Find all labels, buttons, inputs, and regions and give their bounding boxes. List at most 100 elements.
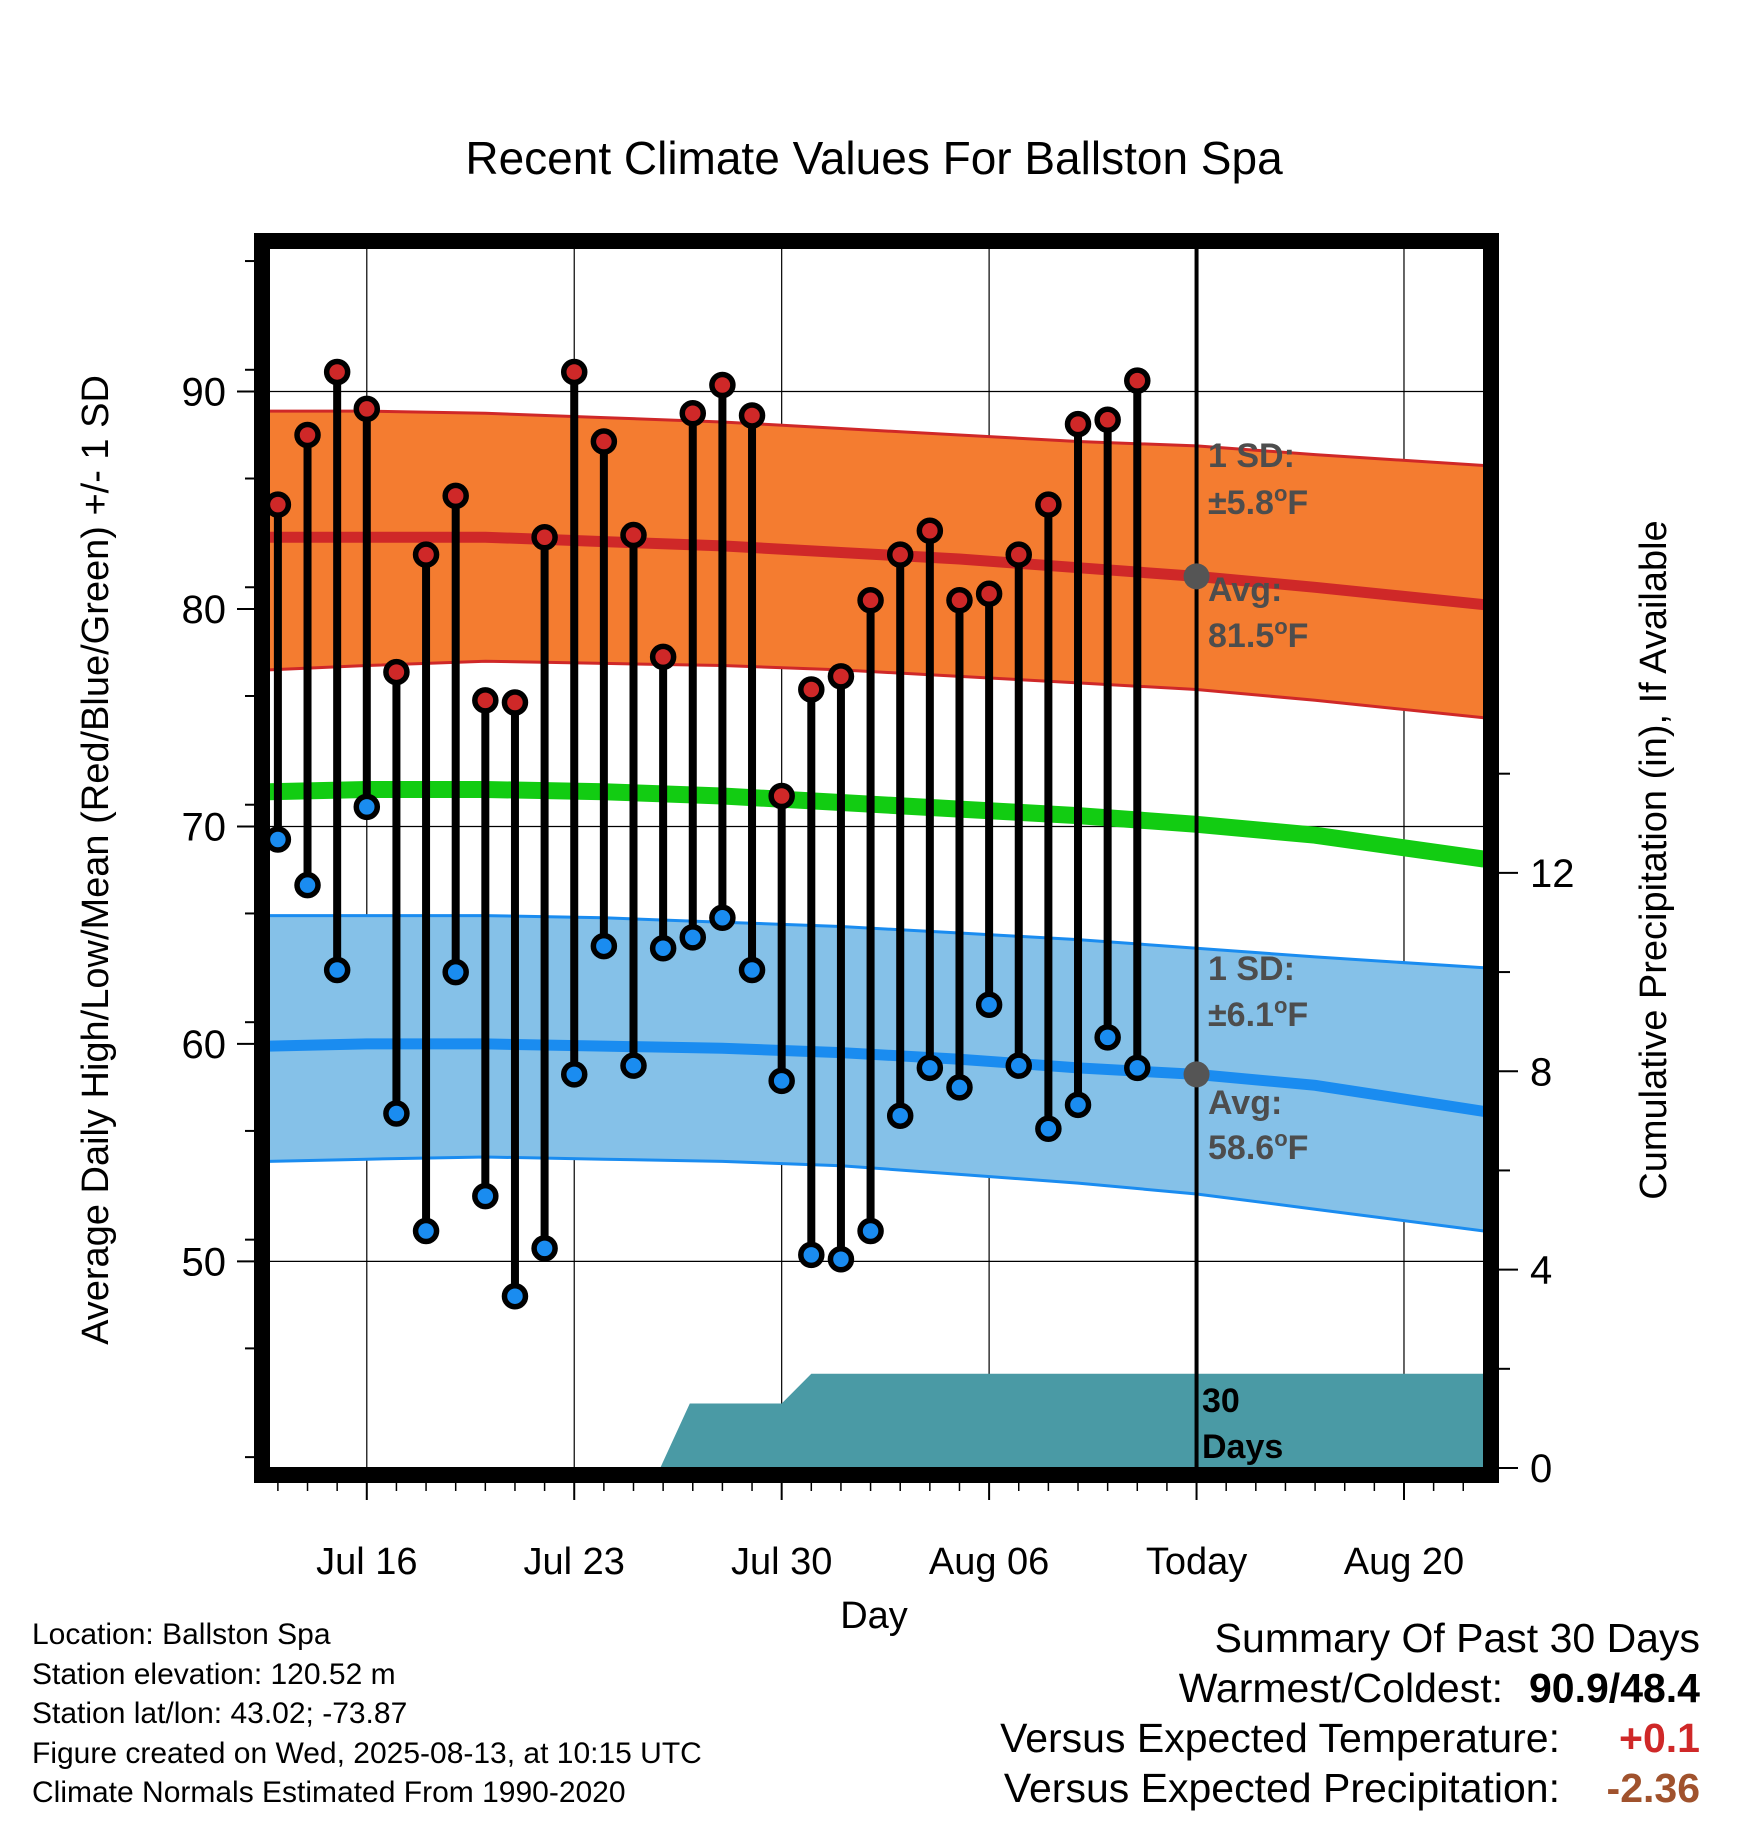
observed-low-point: [531, 1235, 558, 1262]
observed-low-point: [857, 1217, 884, 1245]
observed-high-point: [798, 676, 825, 703]
today-low-normal-marker: [1183, 1061, 1210, 1088]
observed-low-point: [590, 932, 618, 960]
precip-days-word: Days: [1202, 1428, 1283, 1466]
observed-high-point: [620, 521, 647, 549]
observed-high-point: [472, 687, 499, 714]
x-tick-label: Today: [1146, 1541, 1247, 1583]
observed-high-point: [353, 395, 381, 423]
warm-cold-value: 90.9/48.4: [1529, 1665, 1700, 1711]
observed-high-point: [590, 428, 618, 455]
normal-high-upper-edge: [269, 409, 1484, 467]
x-axis-label: Day: [840, 1595, 908, 1637]
precip-anomaly-value: -2.36: [1606, 1765, 1700, 1811]
normal-bands: [269, 409, 1484, 1233]
observed-high-point: [1094, 406, 1121, 434]
observed-low-point: [916, 1054, 944, 1082]
y-tick-label: 60: [182, 1023, 227, 1067]
observed-high-point: [264, 491, 292, 518]
summary-precipitation: Versus Expected Precipitation: -2.36: [1000, 1763, 1700, 1813]
low-avg-value: 58.6oF: [1208, 1126, 1308, 1167]
observed-low-point: [1005, 1052, 1032, 1079]
temp-anomaly-label: Versus Expected Temperature:: [1000, 1715, 1560, 1761]
observed-low-point: [442, 958, 469, 986]
observed-high-point: [975, 580, 1003, 608]
summary-temperature: Versus Expected Temperature: +0.1: [1000, 1713, 1700, 1763]
observed-low-point: [709, 904, 736, 932]
observed-low-point: [649, 934, 677, 962]
observed-high-point: [442, 482, 469, 510]
location-text: Location: Ballston Spa: [32, 1618, 331, 1651]
observed-low-point: [472, 1182, 499, 1210]
observed-low-point: [353, 793, 381, 821]
axes: 50 60 70 80 90 0 4 8 12 Jul 16 Jul 23 Jul 30 Aug 06 T…: [182, 260, 1575, 1583]
observed-high-point: [383, 658, 410, 686]
observed-high-point: [294, 421, 321, 449]
precipitation-area: [660, 1373, 1484, 1468]
observed-high-point: [1035, 491, 1062, 518]
observed-high-point: [827, 663, 855, 690]
observed-high-point: [857, 587, 884, 614]
chart-title: Recent Climate Values For Ballston Spa: [465, 132, 1283, 184]
elevation-text: Station elevation: 120.52 m: [32, 1657, 396, 1691]
observed-low-point: [560, 1061, 588, 1088]
observed-low-point: [1064, 1091, 1092, 1119]
normal-high-mean-line: [269, 531, 1484, 611]
observed-low-point: [294, 871, 321, 899]
observed-low-point: [1035, 1115, 1062, 1142]
observed-low-point: [620, 1052, 647, 1079]
observed-high-point: [501, 689, 529, 716]
plot-frame: [254, 233, 1499, 1483]
x-tick-label: Jul 23: [524, 1541, 625, 1583]
plot-area: [269, 248, 1484, 1468]
observed-low-point: [264, 826, 292, 853]
y-tick-label: 80: [182, 588, 227, 632]
latlon-text: Station lat/lon: 43.02; -73.87: [32, 1697, 408, 1730]
y-axis-label: Average Daily High/Low/Mean (Red/Blue/Gr…: [75, 375, 117, 1345]
observed-high-point: [1005, 541, 1032, 568]
observed-high-point: [412, 541, 440, 568]
y2-axis-label: Cumulative Precipitation (in), If Availa…: [1633, 520, 1675, 1199]
today-high-normal-marker: [1183, 563, 1210, 590]
high-avg-label: Avg:: [1208, 571, 1282, 609]
y2-tick-label: 8: [1530, 1050, 1552, 1094]
observed-low-point: [946, 1074, 973, 1101]
y2-tick-label: 12: [1530, 852, 1575, 896]
observed-high-point: [323, 358, 351, 386]
temp-anomaly-value: +0.1: [1619, 1715, 1700, 1761]
x-tick-label: Aug 20: [1344, 1541, 1464, 1583]
high-sd-value: ±5.8oF: [1208, 481, 1308, 522]
x-tick-label: Jul 16: [316, 1541, 417, 1583]
high-sd-label: 1 SD:: [1208, 437, 1295, 475]
observed-low-point: [886, 1102, 914, 1129]
observed-low-point: [798, 1241, 825, 1269]
y2-tick-label: 4: [1530, 1249, 1552, 1293]
y-tick-label: 50: [182, 1240, 227, 1284]
observed-high-point: [649, 643, 677, 671]
y-tick-label: 90: [182, 371, 227, 415]
precip-days-count: 30: [1202, 1382, 1240, 1420]
observed-low-point: [412, 1217, 440, 1245]
observed-low-point: [323, 956, 351, 984]
normal-mean-line: [269, 781, 1484, 868]
x-tick-label: Jul 30: [731, 1541, 832, 1583]
observed-high-point: [1124, 367, 1151, 394]
observed-high-point: [1064, 410, 1092, 438]
observed-high-point: [738, 402, 766, 429]
observed-low-point: [1124, 1054, 1151, 1082]
observed-high-point: [531, 523, 558, 551]
observed-high-point: [886, 541, 914, 568]
low-sd-label: 1 SD:: [1208, 950, 1295, 988]
observed-temperatures: [264, 358, 1151, 1310]
station-info: Location: Ballston Spa Station elevation…: [32, 1615, 702, 1813]
observed-low-point: [827, 1245, 855, 1273]
summary-panel: Summary Of Past 30 Days Warmest/Coldest:…: [1000, 1613, 1700, 1813]
chart-annotations: 1 SD: ±5.8oF Avg: 81.5oF 1 SD: ±6.1oF Avg: 58.6…: [1183, 437, 1308, 1466]
y-tick-label: 70: [182, 805, 227, 849]
y2-tick-label: 0: [1530, 1447, 1552, 1491]
summary-title: Summary Of Past 30 Days: [1214, 1615, 1700, 1661]
observed-low-point: [1094, 1024, 1121, 1051]
observed-high-point: [946, 587, 973, 614]
x-tick-label: Aug 06: [929, 1541, 1049, 1583]
